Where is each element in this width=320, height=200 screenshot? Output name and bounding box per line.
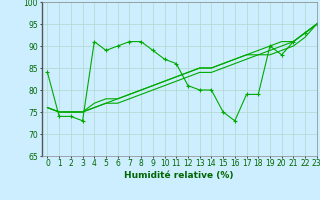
X-axis label: Humidité relative (%): Humidité relative (%) <box>124 171 234 180</box>
